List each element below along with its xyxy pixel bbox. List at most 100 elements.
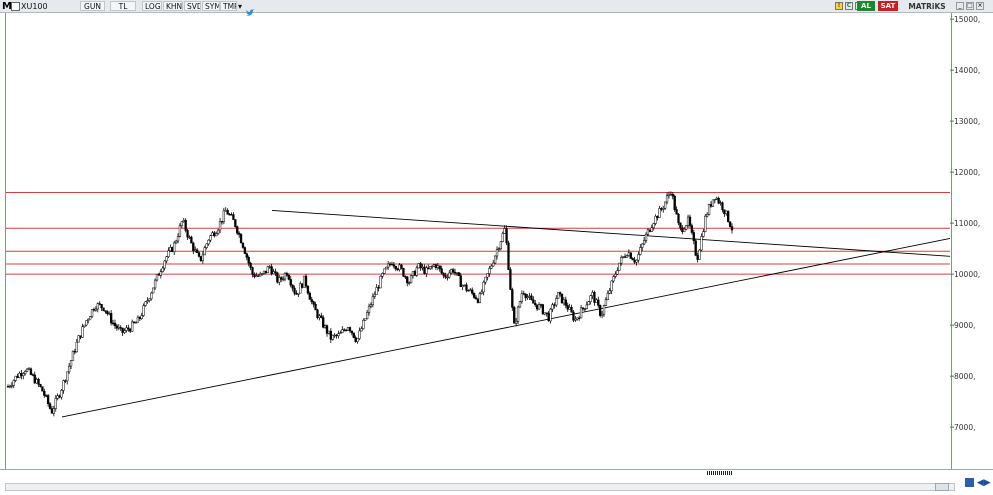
candle-body-83	[165, 256, 168, 262]
candle-body-44	[90, 309, 94, 317]
sell-button[interactable]: SAT	[878, 1, 898, 11]
candle-body-15	[35, 378, 38, 384]
buy-button[interactable]: AL	[857, 1, 875, 11]
alert-icon[interactable]: !	[835, 2, 843, 10]
candle-body-324	[625, 255, 629, 258]
symbol-box-icon[interactable]	[11, 2, 20, 11]
candle-body-76	[152, 287, 155, 294]
candle-body-156	[304, 275, 308, 287]
candle-body-266	[514, 321, 518, 324]
candle-body-336	[648, 229, 652, 232]
maximize-icon[interactable]: □	[966, 2, 974, 10]
candle-body-201	[390, 263, 394, 266]
candle-body-72	[144, 301, 147, 306]
candle-body-378	[728, 221, 732, 227]
candle-body-14	[33, 374, 36, 384]
candle-body-301	[581, 307, 585, 309]
candle-body-101	[199, 256, 203, 262]
candle-body-283	[547, 313, 550, 322]
twitter-bird-icon[interactable]	[246, 2, 255, 21]
tmp-button[interactable]: TMP	[220, 1, 237, 11]
candle-body-294	[568, 306, 571, 310]
candle-body-200	[388, 263, 392, 265]
candle-body-359	[692, 232, 695, 242]
candle-body-157	[306, 285, 310, 294]
symbol-label[interactable]: XU100	[21, 2, 48, 11]
candle-body-182	[354, 337, 357, 342]
candle-body-71	[142, 305, 145, 316]
y-tick-label-4: 11000,	[954, 219, 980, 228]
khn-button[interactable]: KHN	[163, 1, 183, 11]
candle-body-218	[423, 266, 426, 274]
app-logo: M	[2, 1, 12, 12]
candle-body-197	[383, 268, 386, 274]
candle-body-238	[461, 285, 464, 288]
candle-body-140	[274, 271, 277, 274]
candle-body-309	[597, 299, 600, 306]
candle-body-49	[100, 304, 103, 309]
currency-tl-button[interactable]: TL	[110, 1, 136, 11]
close-icon[interactable]: ×	[976, 2, 984, 10]
candle-body-120	[236, 226, 239, 234]
candle-body-57	[115, 325, 119, 329]
price-chart[interactable]: 15000, 14000, 13000, 12000, 11000, 10000, 9000…	[0, 0, 993, 470]
scroll-left-icon[interactable]: ◀	[976, 478, 984, 488]
period-day-button[interactable]: GUN	[80, 1, 105, 11]
candle-body-6	[18, 373, 21, 378]
candle-body-62	[125, 327, 128, 331]
minimize-icon[interactable]: _	[956, 2, 964, 10]
scroll-right-icon[interactable]: ▶	[983, 478, 991, 488]
candle-body-292	[564, 299, 567, 306]
c-icon[interactable]: C	[845, 2, 853, 10]
candle-body-361	[696, 254, 699, 260]
candle-body-125	[245, 253, 248, 258]
candle-body-291	[562, 299, 566, 304]
candle-body-233	[451, 269, 455, 273]
scrollbar-thumb[interactable]	[935, 483, 949, 491]
candle-body-272	[526, 296, 529, 299]
candle-body-193	[375, 287, 378, 295]
candle-body-192	[373, 294, 376, 297]
candle-body-121	[237, 232, 241, 235]
log-scale-button[interactable]: LOG	[142, 1, 162, 11]
candle-body-191	[371, 296, 375, 305]
chevron-down-icon[interactable]: ▾	[238, 2, 243, 11]
candle-body-275	[532, 299, 535, 304]
svd-button[interactable]: SVD	[184, 1, 201, 11]
chart-area[interactable]	[5, 13, 952, 469]
candle-body-358	[690, 225, 694, 233]
candle-body-143	[280, 277, 283, 280]
candle-body-303	[585, 304, 588, 310]
candle-body-48	[98, 303, 101, 305]
candle-body-317	[612, 276, 615, 282]
candle-body-312	[602, 305, 606, 315]
candle-body-63	[127, 327, 130, 330]
candle-body-18	[41, 386, 44, 392]
candle-body-42	[87, 318, 90, 321]
candle-body-82	[163, 260, 166, 269]
sym-button[interactable]: SYM	[202, 1, 220, 11]
candle-body-94	[186, 230, 189, 238]
chart-navigation: ◀▶	[965, 478, 991, 488]
draw-tool-icon[interactable]	[965, 478, 974, 487]
candle-body-300	[579, 307, 583, 319]
candle-body-256	[495, 249, 499, 257]
candle-body-362	[698, 249, 701, 260]
candle-body-129	[253, 274, 256, 278]
candle-body-354	[683, 228, 686, 232]
candle-body-231	[448, 272, 451, 278]
candle-body-337	[650, 227, 653, 232]
candle-body-281	[543, 312, 546, 315]
candle-body-160	[312, 301, 315, 305]
candle-body-105	[207, 239, 210, 245]
horizontal-scrollbar[interactable]	[5, 483, 955, 491]
candle-body-132	[259, 273, 262, 277]
candle-body-351	[677, 213, 680, 224]
candle-body-242	[469, 289, 472, 291]
brand-name: MATRiKS	[908, 2, 946, 11]
candle-body-274	[530, 295, 533, 300]
candle-body-369	[711, 199, 715, 207]
candle-body-344	[663, 201, 667, 209]
candle-body-379	[730, 226, 734, 231]
candle-body-144	[281, 278, 285, 281]
